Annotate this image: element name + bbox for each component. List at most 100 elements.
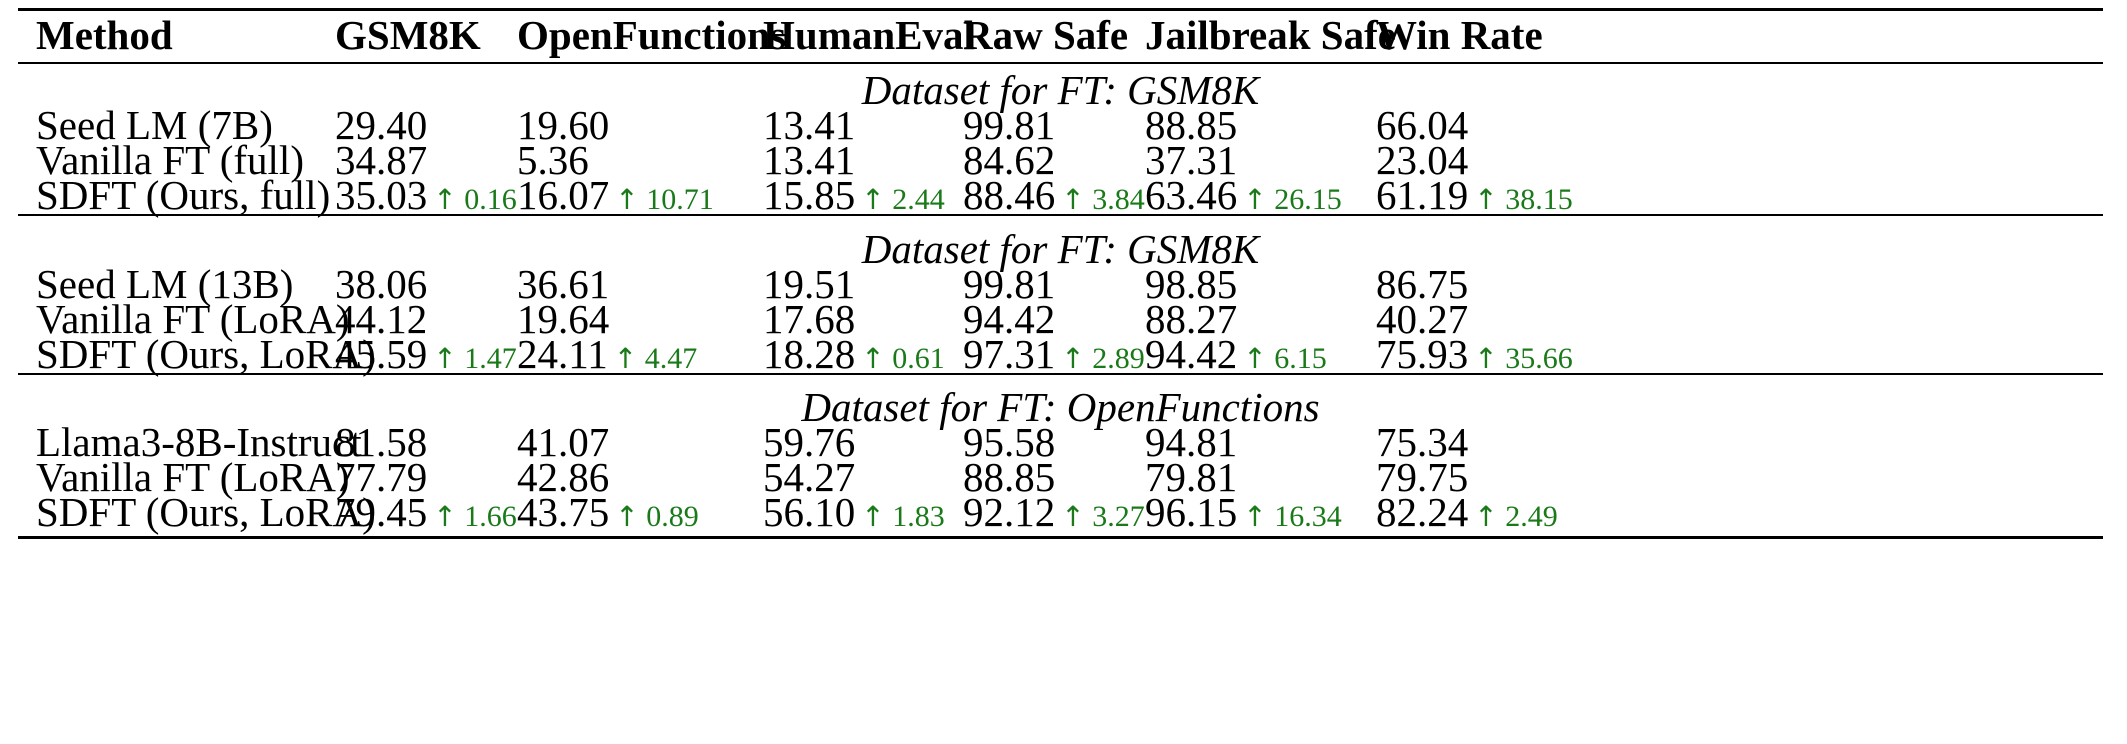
section-rule bbox=[18, 214, 2103, 216]
method-cell-text: Vanilla FT (full) bbox=[36, 137, 304, 183]
gain-value: 38.15 bbox=[1505, 183, 1573, 216]
value-cell: 45.59 ↑ 1.47 bbox=[335, 330, 517, 378]
value-cell-text: 79.75 bbox=[1376, 454, 1469, 500]
value-cell: 99.81 bbox=[963, 101, 1055, 149]
section-title: Dataset for FT: GSM8K bbox=[861, 226, 1260, 272]
value-cell: 79.45 ↑ 1.66 bbox=[335, 488, 517, 536]
value-cell-text: 34.87 bbox=[335, 137, 428, 183]
value-cell-text: 24.11 bbox=[517, 331, 608, 377]
value-cell-text: 92.12 bbox=[963, 489, 1056, 535]
value-cell: 56.10 ↑ 1.83 bbox=[763, 488, 945, 536]
section-rule bbox=[18, 373, 2103, 375]
up-arrow-icon: ↑ bbox=[861, 183, 885, 216]
value-cell: 79.75 bbox=[1376, 453, 1468, 501]
value-cell: 17.68 bbox=[763, 295, 855, 343]
value-cell-text: 77.79 bbox=[335, 454, 428, 500]
value-cell-text: 40.27 bbox=[1376, 296, 1469, 342]
bottom-rule bbox=[18, 536, 2103, 539]
value-cell-text: 66.04 bbox=[1376, 102, 1469, 148]
method-cell-text: Seed LM (13B) bbox=[36, 261, 294, 307]
column-header: OpenFunctions bbox=[517, 11, 786, 59]
up-arrow-icon: ↑ bbox=[433, 183, 457, 216]
up-arrow-icon: ↑ bbox=[433, 342, 457, 375]
value-cell: 42.86 bbox=[517, 453, 609, 501]
value-cell: 75.34 bbox=[1376, 418, 1468, 466]
gain-value: 1.66 bbox=[464, 500, 517, 533]
column-header: Win Rate bbox=[1376, 11, 1543, 59]
value-cell: 82.24 ↑ 2.49 bbox=[1376, 488, 1558, 536]
column-header: Raw Safe bbox=[963, 11, 1128, 59]
method-cell-text: Llama3-8B-Instruct bbox=[36, 419, 362, 465]
value-cell: 92.12 ↑ 3.27 bbox=[963, 488, 1145, 536]
value-cell: 94.81 bbox=[1145, 418, 1237, 466]
column-header-text: HumanEval bbox=[763, 12, 975, 58]
value-cell-text: 84.62 bbox=[963, 137, 1056, 183]
value-cell: 95.58 bbox=[963, 418, 1055, 466]
value-cell-text: 75.34 bbox=[1376, 419, 1469, 465]
value-cell-text: 13.41 bbox=[763, 137, 856, 183]
value-cell-text: 43.75 bbox=[517, 489, 610, 535]
value-cell-text: 81.58 bbox=[335, 419, 428, 465]
improvement-gain: ↑ 1.47 bbox=[433, 342, 516, 375]
method-cell: Llama3-8B-Instruct bbox=[36, 418, 362, 466]
method-cell: SDFT (Ours, full) bbox=[36, 171, 330, 219]
up-arrow-icon: ↑ bbox=[1243, 183, 1267, 216]
value-cell-text: 5.36 bbox=[517, 137, 589, 183]
value-cell: 15.85 ↑ 2.44 bbox=[763, 171, 945, 219]
up-arrow-icon: ↑ bbox=[1474, 500, 1498, 533]
improvement-gain: ↑ 2.49 bbox=[1474, 500, 1557, 533]
up-arrow-icon: ↑ bbox=[433, 500, 457, 533]
value-cell-text: 75.93 bbox=[1376, 331, 1469, 377]
value-cell: 75.93 ↑ 35.66 bbox=[1376, 330, 1573, 378]
value-cell: 61.19 ↑ 38.15 bbox=[1376, 171, 1573, 219]
value-cell: 77.79 bbox=[335, 453, 427, 501]
top-rule bbox=[18, 8, 2103, 11]
value-cell-text: 88.46 bbox=[963, 172, 1056, 218]
header-rule bbox=[18, 62, 2103, 64]
value-cell-text: 19.64 bbox=[517, 296, 610, 342]
gain-value: 2.89 bbox=[1092, 342, 1145, 375]
value-cell: 18.28 ↑ 0.61 bbox=[763, 330, 945, 378]
value-cell-text: 98.85 bbox=[1145, 261, 1238, 307]
value-cell-text: 94.42 bbox=[963, 296, 1056, 342]
value-cell: 88.85 bbox=[963, 453, 1055, 501]
value-cell-text: 18.28 bbox=[763, 331, 856, 377]
value-cell-text: 54.27 bbox=[763, 454, 856, 500]
value-cell-text: 38.06 bbox=[335, 261, 428, 307]
value-cell-text: 15.85 bbox=[763, 172, 856, 218]
value-cell: 34.87 bbox=[335, 136, 427, 184]
column-header-text: Raw Safe bbox=[963, 12, 1129, 58]
value-cell: 19.60 bbox=[517, 101, 609, 149]
value-cell-text: 99.81 bbox=[963, 261, 1056, 307]
improvement-gain: ↑ 3.84 bbox=[1061, 183, 1144, 216]
value-cell-text: 36.61 bbox=[517, 261, 610, 307]
gain-value: 1.83 bbox=[892, 500, 945, 533]
column-header-text: OpenFunctions bbox=[517, 12, 786, 58]
value-cell: 37.31 bbox=[1145, 136, 1237, 184]
value-cell: 88.27 bbox=[1145, 295, 1237, 343]
value-cell: 63.46 ↑ 26.15 bbox=[1145, 171, 1342, 219]
method-cell: SDFT (Ours, LoRA) bbox=[36, 330, 376, 378]
value-cell: 44.12 bbox=[335, 295, 427, 343]
value-cell: 81.58 bbox=[335, 418, 427, 466]
gain-value: 3.27 bbox=[1092, 500, 1145, 533]
up-arrow-icon: ↑ bbox=[615, 183, 639, 216]
value-cell-text: 96.15 bbox=[1145, 489, 1238, 535]
gain-value: 0.16 bbox=[464, 183, 517, 216]
gain-value: 6.15 bbox=[1274, 342, 1327, 375]
improvement-gain: ↑ 1.83 bbox=[861, 500, 944, 533]
method-cell-text: SDFT (Ours, full) bbox=[36, 172, 331, 218]
gain-value: 0.89 bbox=[646, 500, 699, 533]
method-cell: Seed LM (7B) bbox=[36, 101, 273, 149]
value-cell-text: 97.31 bbox=[963, 331, 1056, 377]
gain-value: 35.66 bbox=[1505, 342, 1573, 375]
improvement-gain: ↑ 38.15 bbox=[1474, 183, 1572, 216]
section-title: Dataset for FT: GSM8K bbox=[861, 67, 1260, 113]
value-cell: 84.62 bbox=[963, 136, 1055, 184]
gain-value: 4.47 bbox=[644, 342, 698, 375]
column-header: Method bbox=[36, 11, 173, 59]
improvement-gain: ↑ 0.89 bbox=[615, 500, 698, 533]
up-arrow-icon: ↑ bbox=[1474, 183, 1498, 216]
value-cell-text: 37.31 bbox=[1145, 137, 1238, 183]
method-cell-text: Vanilla FT (LoRA) bbox=[36, 296, 350, 342]
